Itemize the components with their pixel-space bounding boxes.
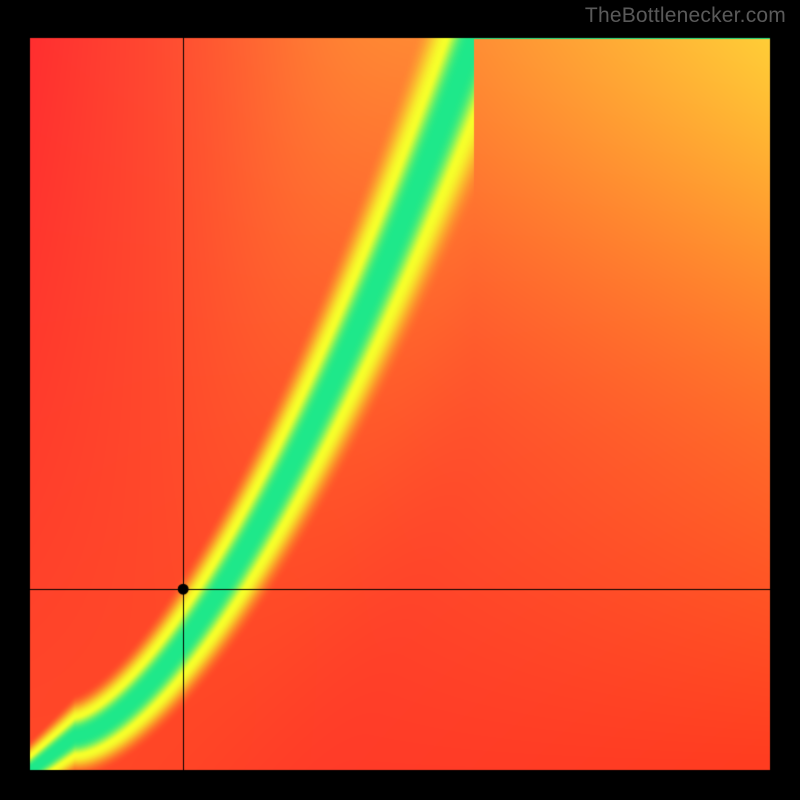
attribution-text: TheBottlenecker.com <box>585 4 786 28</box>
chart-container: TheBottlenecker.com <box>0 0 800 800</box>
heatmap-canvas <box>0 0 800 800</box>
